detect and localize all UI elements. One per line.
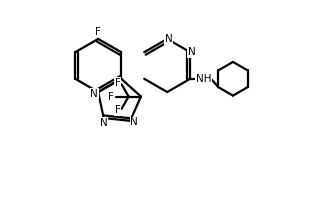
Text: F: F bbox=[95, 27, 101, 37]
Text: N: N bbox=[165, 34, 173, 44]
Text: NH: NH bbox=[196, 74, 212, 84]
Text: F: F bbox=[115, 78, 121, 88]
Text: F: F bbox=[115, 105, 121, 115]
Text: N: N bbox=[188, 47, 196, 57]
Text: F: F bbox=[108, 92, 114, 101]
Text: N: N bbox=[90, 89, 98, 99]
Text: N: N bbox=[100, 118, 108, 128]
Text: N: N bbox=[130, 117, 138, 127]
